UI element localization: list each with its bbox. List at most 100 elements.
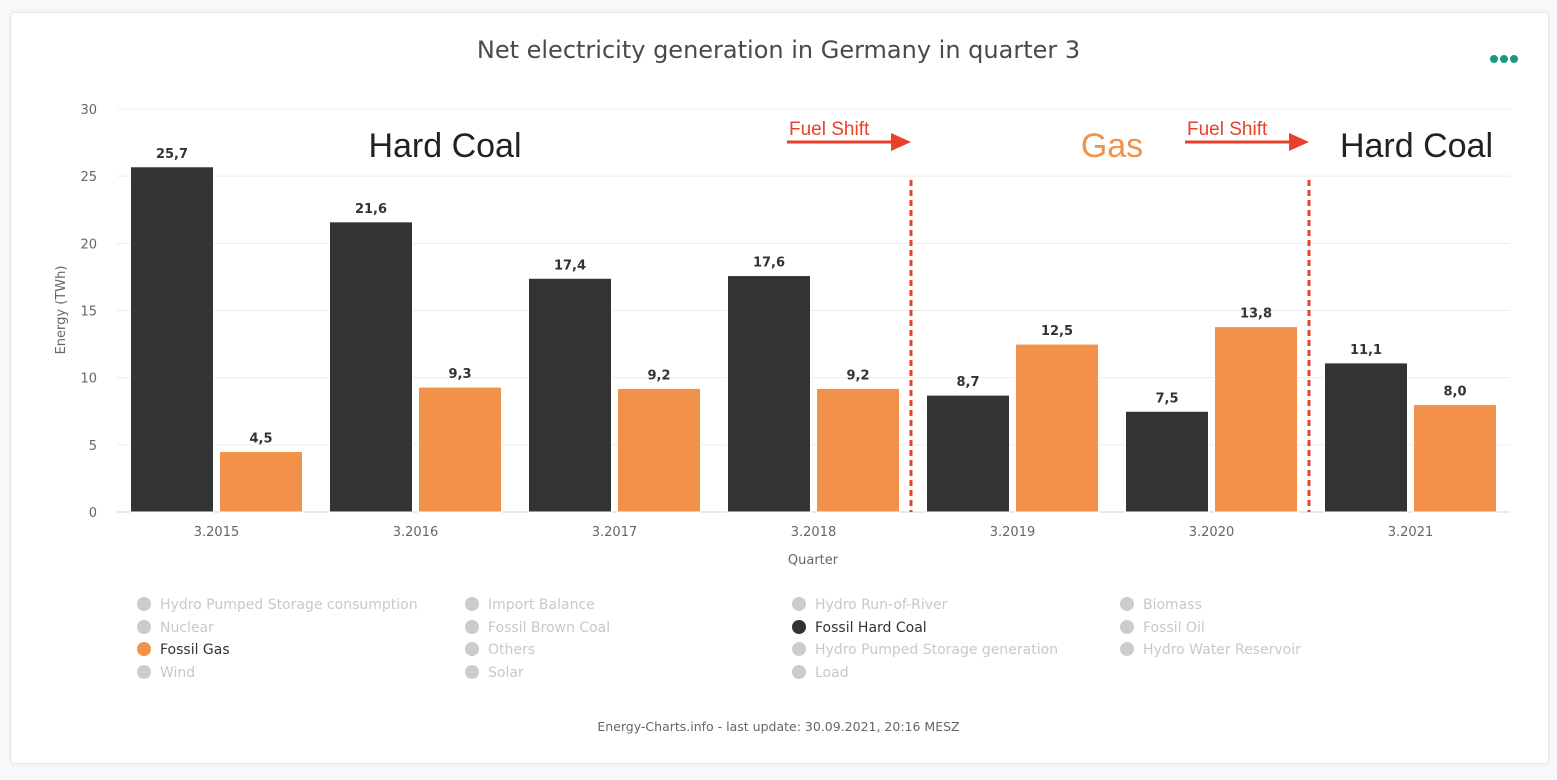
- bar-gas-3.2017[interactable]: [617, 387, 701, 513]
- fuel-shift-label: Fuel Shift: [1187, 119, 1268, 140]
- legend-dot-icon: [1120, 597, 1134, 611]
- bar-hard-coal-3.2021[interactable]: [1324, 362, 1408, 513]
- data-label: 9,2: [647, 368, 670, 383]
- legend-item[interactable]: Others: [465, 639, 535, 661]
- data-label: 9,2: [846, 368, 869, 383]
- x-tick-label: 3.2021: [1388, 525, 1434, 540]
- legend-dot-icon: [792, 597, 806, 611]
- x-tick-label: 3.2020: [1189, 525, 1235, 540]
- legend-item[interactable]: Hydro Run-of-River: [792, 594, 947, 616]
- legend-dot-icon: [465, 597, 479, 611]
- data-label: 9,3: [448, 367, 471, 382]
- legend-dot-icon: [465, 619, 479, 634]
- legend-item[interactable]: Biomass: [1120, 594, 1202, 616]
- y-tick-label: 25: [80, 170, 97, 185]
- legend-dot-icon: [1120, 619, 1134, 634]
- legend-label: Hydro Pumped Storage consumption: [160, 597, 418, 613]
- legend-dot-icon: [465, 642, 479, 656]
- x-tick-label: 3.2018: [791, 525, 837, 540]
- data-label: 13,8: [1240, 307, 1272, 322]
- region-label: Hard Coal: [1340, 127, 1493, 165]
- y-tick-label: 20: [80, 237, 97, 252]
- legend-label: Hydro Run-of-River: [815, 597, 948, 613]
- y-tick-label: 30: [80, 103, 97, 118]
- legend-dot-icon: [137, 619, 151, 634]
- data-label: 7,5: [1155, 391, 1178, 406]
- legend-dot-icon: [792, 619, 806, 634]
- legend-dot-icon: [792, 664, 806, 679]
- x-axis-label: Quarter: [788, 553, 839, 568]
- legend-item[interactable]: Fossil Oil: [1120, 617, 1205, 639]
- legend-dot-icon: [1120, 642, 1134, 656]
- data-label: 11,1: [1350, 343, 1382, 358]
- data-label: 17,6: [753, 256, 785, 271]
- data-label: 12,5: [1041, 324, 1073, 339]
- data-label: 8,0: [1443, 385, 1466, 400]
- legend-item[interactable]: Wind: [137, 662, 195, 684]
- bar-hard-coal-3.2019[interactable]: [926, 394, 1010, 513]
- legend-label: Fossil Brown Coal: [488, 619, 611, 636]
- legend-dot-icon: [465, 664, 479, 679]
- data-label: 21,6: [355, 202, 387, 217]
- legend-label: Nuclear: [160, 619, 214, 636]
- bar-hard-coal-3.2015[interactable]: [130, 166, 214, 513]
- x-tick-label: 3.2017: [592, 525, 638, 540]
- legend-label: Import Balance: [488, 597, 595, 613]
- legend-label: Solar: [488, 664, 524, 681]
- legend-dot-icon: [792, 642, 806, 656]
- fuel-shift-label: Fuel Shift: [789, 119, 870, 140]
- legend-dot-icon: [137, 597, 151, 611]
- bar-hard-coal-3.2018[interactable]: [727, 275, 811, 513]
- y-axis-label: Energy (TWh): [54, 266, 69, 355]
- y-tick-label: 15: [80, 305, 97, 320]
- legend-item[interactable]: Import Balance: [465, 594, 595, 616]
- y-tick-label: 5: [89, 439, 97, 454]
- region-label: Gas: [1081, 127, 1143, 165]
- y-tick-label: 0: [89, 506, 97, 521]
- more-dots-icon[interactable]: [1490, 48, 1522, 63]
- bar-hard-coal-3.2016[interactable]: [329, 221, 413, 513]
- y-tick-label: 10: [80, 372, 97, 387]
- region-label: Hard Coal: [368, 127, 521, 165]
- data-label: 8,7: [956, 375, 979, 390]
- bar-gas-3.2019[interactable]: [1015, 343, 1099, 513]
- bar-gas-3.2016[interactable]: [418, 386, 502, 513]
- legend-label: Wind: [160, 664, 196, 681]
- legend-item[interactable]: Fossil Hard Coal: [792, 617, 927, 639]
- x-tick-label: 3.2019: [990, 525, 1036, 540]
- legend-item[interactable]: Hydro Pumped Storage consumption: [137, 594, 418, 616]
- legend-label: Fossil Oil: [1143, 619, 1205, 636]
- legend-label: Load: [815, 664, 849, 681]
- legend-label: Fossil Hard Coal: [815, 619, 927, 636]
- x-tick-label: 3.2016: [393, 525, 439, 540]
- data-label: 17,4: [554, 258, 586, 273]
- bar-hard-coal-3.2017[interactable]: [528, 277, 612, 513]
- data-label: 4,5: [249, 432, 272, 447]
- data-label: 25,7: [156, 147, 188, 162]
- legend-label: Hydro Water Reservoir: [1143, 642, 1301, 658]
- legend-item[interactable]: Fossil Gas: [137, 639, 230, 661]
- footer-source: Energy-Charts.info - last update: 30.09.…: [597, 719, 960, 734]
- legend-item[interactable]: Fossil Brown Coal: [465, 617, 610, 639]
- legend-label: Others: [488, 642, 536, 658]
- x-tick-label: 3.2015: [194, 525, 240, 540]
- legend-item[interactable]: Solar: [465, 662, 524, 684]
- chart-title: Net electricity generation in Germany in…: [476, 36, 1081, 64]
- legend-item[interactable]: Load: [792, 662, 849, 684]
- legend-label: Hydro Pumped Storage generation: [815, 642, 1059, 658]
- bar-gas-3.2020[interactable]: [1214, 326, 1298, 513]
- bar-gas-3.2018[interactable]: [816, 387, 900, 513]
- arrow-head-icon: [891, 133, 911, 151]
- legend-label: Fossil Gas: [160, 642, 230, 658]
- bar-hard-coal-3.2020[interactable]: [1125, 410, 1209, 513]
- legend-dot-icon: [137, 642, 151, 656]
- legend-label: Biomass: [1143, 597, 1202, 613]
- legend-item[interactable]: Hydro Water Reservoir: [1120, 639, 1301, 661]
- legend-item[interactable]: Hydro Pumped Storage generation: [792, 639, 1058, 661]
- legend-item[interactable]: Nuclear: [137, 617, 214, 639]
- arrow-head-icon: [1289, 133, 1309, 151]
- legend-dot-icon: [137, 664, 151, 679]
- bar-gas-3.2021[interactable]: [1413, 404, 1497, 513]
- bar-gas-3.2015[interactable]: [219, 451, 303, 513]
